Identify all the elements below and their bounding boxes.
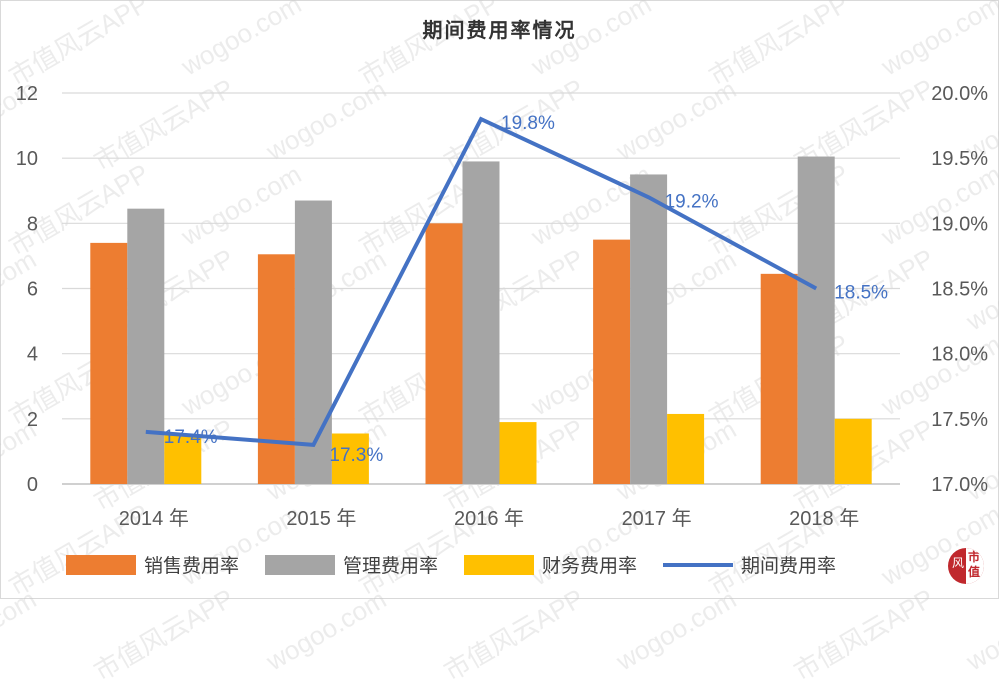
bar (834, 418, 872, 484)
data-label: 19.8% (501, 113, 555, 134)
bar (630, 174, 668, 485)
left-tick-label: 8 (27, 213, 38, 235)
legend-item-finance[interactable]: 财务费用率 (464, 551, 637, 578)
bar (425, 223, 463, 485)
left-tick-label: 2 (27, 409, 38, 431)
data-label: 18.5% (834, 283, 888, 304)
bar (667, 413, 705, 484)
bar (797, 156, 835, 484)
right-axis-ticks: 20.0% 19.5% 19.0% 18.5% 18.0% 17.5% 17.0% (931, 83, 988, 496)
left-tick-label: 4 (27, 344, 38, 366)
legend-label: 期间费用率 (741, 555, 837, 577)
chart-title: 期间费用率情况 (422, 18, 577, 42)
right-tick-label: 20.0% (931, 83, 988, 105)
x-tick-label: 2017 年 (622, 507, 692, 530)
left-tick-label: 6 (27, 279, 38, 301)
x-tick-label: 2014 年 (119, 507, 189, 530)
legend-swatch-admin (265, 554, 336, 575)
bar (331, 433, 369, 484)
x-axis-labels: 2014 年 2015 年 2016 年 2017 年 2018 年 (119, 507, 859, 530)
data-label: 17.4% (164, 427, 218, 448)
bar (164, 435, 202, 484)
legend-swatch-finance (464, 554, 535, 575)
legend-item-period[interactable]: 期间费用率 (663, 551, 836, 578)
legend-label: 销售费用率 (144, 555, 240, 577)
legend-label: 财务费用率 (542, 555, 638, 577)
left-tick-label: 10 (16, 148, 38, 170)
bar (294, 200, 332, 484)
legend-item-admin[interactable]: 管理费用率 (265, 551, 438, 578)
right-tick-label: 18.0% (931, 344, 988, 366)
data-label: 17.3% (329, 445, 383, 466)
right-tick-label: 19.0% (931, 213, 988, 235)
data-label: 19.2% (665, 191, 719, 212)
x-tick-label: 2016 年 (454, 507, 524, 530)
x-tick-label: 2018 年 (789, 507, 859, 530)
bar-series (90, 156, 872, 485)
bar (257, 254, 295, 484)
data-labels: 17.4% 17.3% 19.8% 19.2% 18.5% (164, 113, 888, 466)
bar (127, 208, 165, 484)
x-tick-label: 2015 年 (286, 507, 356, 530)
bar (593, 239, 631, 484)
bar (90, 242, 128, 484)
bar (499, 422, 537, 484)
legend-swatch-sales (66, 554, 136, 575)
right-tick-label: 19.5% (931, 148, 988, 170)
legend-item-sales[interactable]: 销售费用率 (66, 551, 239, 578)
combo-chart: 12 10 8 6 4 2 0 20.0% 19.5% 19.0% 18.5% 18.0% 17.5%… (16, 83, 988, 530)
right-tick-label: 17.5% (931, 409, 988, 431)
right-tick-label: 17.0% (931, 474, 988, 496)
legend-swatch-period (663, 562, 734, 567)
bar (760, 273, 798, 484)
legend-label: 管理费用率 (343, 555, 439, 577)
line-series (145, 116, 818, 447)
bar (462, 161, 500, 485)
left-axis-ticks: 12 10 8 6 4 2 0 (16, 83, 38, 496)
brand-logo-icon: 风 市值 (948, 548, 984, 584)
legend: 销售费用率 管理费用率 财务费用率 期间费用率 (66, 551, 862, 578)
period-rate-line (145, 116, 818, 447)
left-tick-label: 12 (16, 83, 38, 105)
left-tick-label: 0 (27, 474, 38, 496)
right-tick-label: 18.5% (931, 279, 988, 301)
